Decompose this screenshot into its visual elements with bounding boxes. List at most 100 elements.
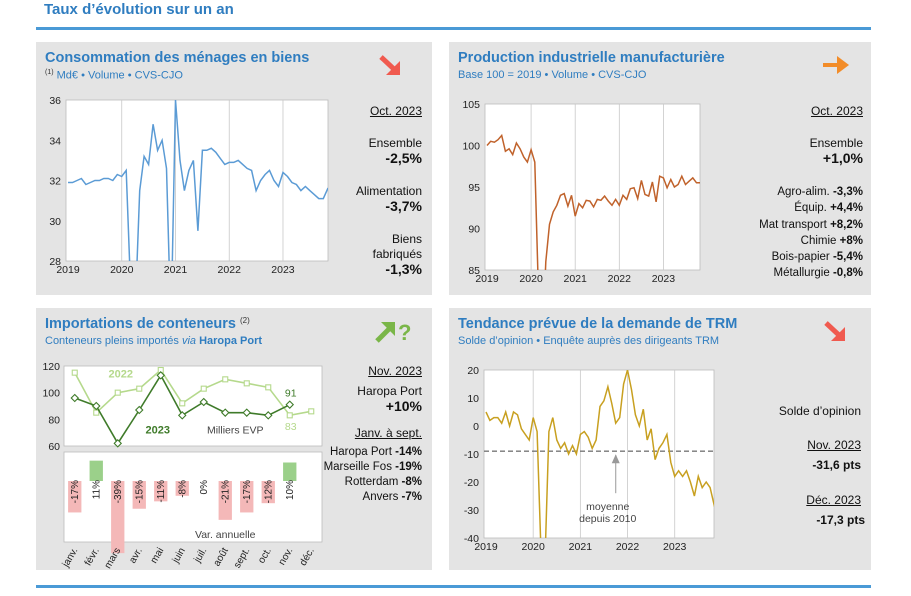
stat-haropa: Haropa Port +10% — [357, 384, 422, 414]
bar-label: -11% — [156, 480, 167, 503]
panel-consommation: Consommation des ménages en biens (1) Md… — [36, 42, 432, 295]
stat-ensemble: Ensemble -2,5% — [368, 136, 422, 166]
point-2023 — [156, 371, 166, 380]
y-tick-label: 100 — [462, 141, 480, 153]
period2-label: Janv. à sept. — [354, 426, 422, 440]
bar — [89, 460, 103, 481]
period-label: Nov. 2023 — [368, 364, 422, 378]
sector-item: Équip. +4,4% — [794, 202, 863, 215]
arrow-down-right-icon — [379, 55, 400, 75]
x-tick-label: août — [212, 546, 231, 569]
point-2022 — [136, 385, 143, 392]
panel-subtitle: Conteneurs pleins importés via Haropa Po… — [45, 335, 263, 347]
x-tick-label: févr. — [83, 546, 102, 568]
x-tick-label: 2020 — [521, 541, 545, 553]
point-2023 — [220, 408, 230, 417]
x-tick-label: 2019 — [475, 273, 499, 285]
x-tick-label: avr. — [127, 546, 145, 565]
point-2022 — [200, 385, 207, 392]
arrow-down-right-icon — [824, 321, 845, 341]
bar-label: 11% — [91, 480, 102, 499]
sector-list: Agro-alim. -3,3% Équip. +4,4% Mat transpor… — [759, 184, 863, 282]
plot-area — [484, 103, 701, 271]
x-tick-label: 2021 — [564, 273, 588, 285]
y-tick-label: 28 — [49, 256, 61, 268]
bar — [132, 481, 146, 509]
y-tick-label: -40 — [464, 533, 479, 545]
stat-alimentation: Alimentation -3,7% — [355, 184, 422, 214]
point-2023 — [113, 439, 123, 448]
unit-label: Milliers EVP — [207, 425, 264, 437]
y-tick-label: -30 — [464, 505, 479, 517]
bar — [175, 481, 189, 496]
panel-production: Production industrielle manufacturière B… — [449, 42, 871, 295]
stat-biens-fabriques: Biens fabriqués -1,3% — [372, 232, 422, 277]
series-line — [486, 133, 700, 270]
x-tick-label: 2019 — [474, 541, 498, 553]
panel-title: Tendance prévue de la demande de TRM — [458, 316, 738, 332]
x-tick-label: janv. — [60, 546, 80, 570]
bar-label: -8% — [177, 480, 188, 498]
port-item: Rotterdam -8% — [344, 476, 422, 488]
legend-2023: 2023 — [146, 425, 170, 437]
bar-label: -39% — [113, 480, 124, 503]
reference-arrowhead — [611, 454, 620, 464]
y-tick-label: 90 — [468, 224, 480, 236]
port-item: Anvers -7% — [362, 491, 422, 503]
point-2022 — [308, 408, 315, 415]
panel-subtitle: (1) Md€ • Volume • CVS-CJO — [45, 69, 183, 82]
chart-production: 85 90 95 100 105 2019 2020 2021 2022 2023 — [462, 99, 701, 285]
stat-value-nov: -31,6 pts — [812, 458, 861, 472]
point-2023 — [70, 393, 80, 403]
y-tick-label: 105 — [462, 99, 480, 111]
bottom-rule — [36, 585, 871, 588]
sector-item: Métallurgie -0,8% — [773, 267, 864, 280]
series-line — [68, 100, 328, 261]
y-tick-label: -20 — [464, 477, 479, 489]
bar — [111, 481, 125, 554]
y-tick-label: 0 — [473, 421, 479, 433]
x-tick-label: juin — [170, 546, 188, 566]
y-tick-label: 36 — [49, 95, 61, 107]
x-tick-label: 2023 — [652, 273, 676, 285]
legend-2022: 2022 — [109, 369, 133, 381]
point-2023 — [177, 411, 187, 420]
point-2023 — [285, 400, 295, 409]
y-tick-label: 20 — [467, 365, 479, 377]
y-tick-label: 100 — [42, 388, 60, 400]
panel-subtitle: Solde d’opinion • Enquête auprès des dir… — [458, 335, 720, 347]
x-tick-label: 2019 — [56, 264, 80, 276]
solde-label: Solde d’opinion — [778, 404, 861, 418]
bar-label: -17% — [70, 480, 81, 503]
stat-ensemble: Ensemble +1,0% — [809, 136, 863, 166]
port-item: Haropa Port -14% — [329, 446, 422, 458]
panel-title: Consommation des ménages en biens — [45, 50, 310, 66]
point-2022 — [93, 409, 100, 416]
y-tick-label: 10 — [467, 393, 479, 405]
y-tick-label: 60 — [48, 441, 60, 453]
period-label: Nov. 2023 — [807, 438, 861, 452]
y-tick-label: 80 — [48, 414, 60, 426]
sector-item: Agro-alim. -3,3% — [777, 186, 863, 198]
point-2022 — [265, 384, 272, 391]
sector-item: Bois-papier -5,4% — [771, 251, 863, 264]
x-tick-label: sept. — [232, 546, 252, 570]
x-tick-label: déc. — [298, 546, 317, 568]
point-2023 — [199, 397, 209, 407]
panel-trm: Tendance prévue de la demande de TRM Sol… — [449, 308, 871, 570]
plot-area — [65, 99, 329, 262]
x-tick-label: 2022 — [616, 541, 640, 553]
y-tick-label: 34 — [49, 135, 61, 147]
x-tick-label: mai — [149, 546, 167, 565]
bar-label: -21% — [220, 480, 231, 503]
point-2022 — [243, 380, 250, 387]
y-tick-label: 85 — [468, 265, 480, 277]
bar — [218, 481, 232, 520]
y-tick-label: 120 — [42, 361, 60, 373]
bar-label: -12% — [263, 480, 274, 503]
series-line — [485, 370, 714, 538]
question-glyph: ? — [398, 320, 411, 345]
y-tick-label: 30 — [49, 216, 61, 228]
y-tick-label: -10 — [464, 449, 479, 461]
bar — [154, 481, 168, 502]
